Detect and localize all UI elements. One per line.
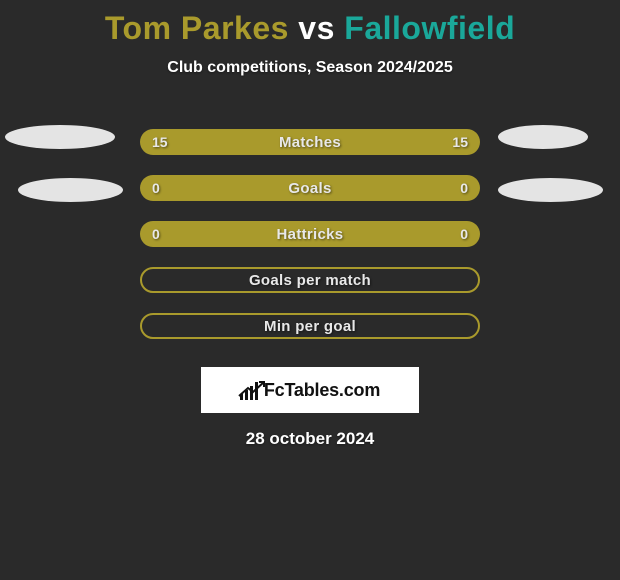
stat-bar: Min per goal — [140, 313, 480, 339]
stat-bar: Goals per match — [140, 267, 480, 293]
stat-value-right: 15 — [452, 134, 468, 150]
date: 28 october 2024 — [0, 429, 620, 449]
stat-value-left: 15 — [152, 134, 168, 150]
stat-row: Hattricks 0 0 — [0, 211, 620, 257]
placeholder-ellipse — [5, 125, 115, 149]
placeholder-ellipse — [498, 178, 603, 202]
title-vs: vs — [298, 10, 335, 46]
placeholder-ellipse — [18, 178, 123, 202]
stat-label: Goals per match — [249, 272, 371, 289]
brand-text: FcTables.com — [264, 380, 380, 401]
stat-label: Hattricks — [277, 226, 344, 243]
comparison-rows: Matches 15 15 Goals 0 0 Hattricks 0 0 Goals per m… — [0, 119, 620, 349]
stat-bar: Matches 15 15 — [140, 129, 480, 155]
stat-row: Goals per match — [0, 257, 620, 303]
stat-value-right: 0 — [460, 226, 468, 242]
stat-label: Min per goal — [264, 318, 356, 335]
placeholder-ellipse — [498, 125, 588, 149]
title-player1: Tom Parkes — [105, 10, 289, 46]
subtitle: Club competitions, Season 2024/2025 — [0, 59, 620, 77]
stat-bar: Goals 0 0 — [140, 175, 480, 201]
brand-box: FcTables.com — [201, 367, 419, 413]
stat-label: Goals — [288, 180, 331, 197]
page-title: Tom Parkes vs Fallowfield — [0, 0, 620, 47]
stat-value-left: 0 — [152, 180, 160, 196]
stat-row: Min per goal — [0, 303, 620, 349]
stat-label: Matches — [279, 134, 341, 151]
title-player2: Fallowfield — [344, 10, 515, 46]
stat-bar: Hattricks 0 0 — [140, 221, 480, 247]
stat-value-right: 0 — [460, 180, 468, 196]
stat-value-left: 0 — [152, 226, 160, 242]
chart-icon — [240, 380, 258, 400]
